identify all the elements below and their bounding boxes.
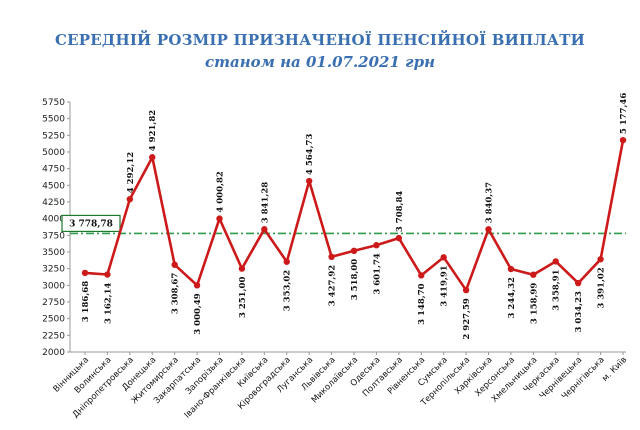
data-label: 3 358,91	[552, 269, 562, 310]
y-axis: 2000 2250 2500 2750 3000 3250 3500 3750 4000 4250…	[42, 98, 71, 358]
data-label: 3 034,23	[574, 291, 584, 332]
data-point	[373, 242, 380, 249]
y-tick-label: 2250	[42, 331, 65, 341]
data-label: 3 162,14	[103, 282, 113, 323]
data-point	[418, 272, 425, 279]
chart-title: СЕРЕДНІЙ РОЗМІР ПРИЗНАЧЕНОЇ ПЕНСІЙНОЇ ВИ…	[55, 31, 585, 49]
data-label: 3 158,99	[529, 283, 539, 324]
average-line-group: 3 778,78	[61, 214, 626, 235]
data-label: 3 601,74	[372, 253, 382, 294]
data-point	[283, 258, 290, 265]
data-point	[619, 136, 627, 144]
data-point	[261, 226, 268, 233]
series-group	[81, 136, 627, 294]
data-label: 3 186,68	[81, 281, 91, 322]
y-tick-label: 4000	[42, 215, 65, 225]
data-point	[193, 282, 201, 289]
y-tick-label: 2750	[42, 298, 65, 308]
data-label: 3 518,00	[350, 259, 360, 300]
data-label: 5 177,46	[619, 93, 629, 134]
y-tick-label: 5250	[42, 131, 65, 141]
data-label: 3 244,32	[507, 277, 517, 318]
data-point	[216, 215, 223, 222]
chart-subtitle: станом на 01.07.2021 грн	[204, 53, 436, 71]
data-point	[395, 234, 403, 242]
data-point	[574, 279, 582, 287]
data-label: 3 148,70	[417, 283, 427, 324]
data-label: 3 841,28	[260, 182, 270, 223]
y-tick-label: 4750	[42, 165, 65, 175]
data-labels-group: 3 186,68 3 162,14 4 292,12 4 921,82 3 308,67…	[81, 93, 629, 340]
data-label: 4 921,82	[148, 110, 158, 151]
average-label-box	[61, 214, 121, 233]
x-tick-label: м. Київ	[600, 355, 629, 384]
data-point	[440, 254, 447, 261]
data-point	[507, 265, 515, 273]
data-point	[104, 271, 111, 278]
data-label: 3 427,92	[328, 265, 338, 306]
data-label: 3 000,49	[193, 293, 203, 334]
data-label: 2 927,59	[462, 298, 472, 339]
data-label: 4 292,12	[126, 152, 136, 193]
data-point	[305, 177, 313, 185]
data-label: 4 564,73	[305, 134, 315, 175]
data-point	[149, 154, 156, 161]
data-label: 3 840,37	[485, 182, 495, 223]
y-tick-label: 3500	[42, 248, 65, 258]
y-tick-label: 3750	[42, 231, 65, 241]
data-label: 3 353,02	[283, 270, 293, 311]
data-point	[350, 247, 358, 254]
data-point	[171, 261, 178, 268]
data-label: 3 419,91	[440, 265, 450, 306]
y-tick-label: 2000	[42, 348, 65, 358]
data-label: 3 308,67	[171, 273, 181, 314]
y-tick-label: 5000	[42, 148, 65, 158]
data-point	[126, 195, 134, 203]
y-tick-label: 3000	[42, 281, 65, 291]
data-label: 3 391,02	[597, 267, 607, 308]
y-tick-label: 5500	[42, 115, 65, 125]
data-point	[328, 253, 335, 261]
data-point	[552, 258, 559, 265]
y-tick-label: 5750	[42, 98, 65, 108]
y-tick-label: 4500	[42, 181, 65, 191]
data-point	[597, 256, 604, 263]
data-point	[462, 286, 470, 294]
data-label: 4 000,82	[216, 171, 226, 212]
data-label: 3 251,00	[238, 277, 248, 318]
data-point	[81, 269, 89, 277]
data-point	[485, 226, 492, 233]
y-tick-label: 3250	[42, 265, 65, 275]
x-axis: ВінницькаВолинськаДніпропетровськаДонець…	[52, 351, 629, 421]
y-tick-label: 4250	[42, 198, 65, 208]
average-label: 3 778,78	[69, 219, 113, 229]
data-point	[530, 271, 537, 278]
data-point	[238, 265, 246, 272]
data-label: 3 708,84	[395, 191, 405, 232]
y-tick-label: 2500	[42, 315, 65, 325]
